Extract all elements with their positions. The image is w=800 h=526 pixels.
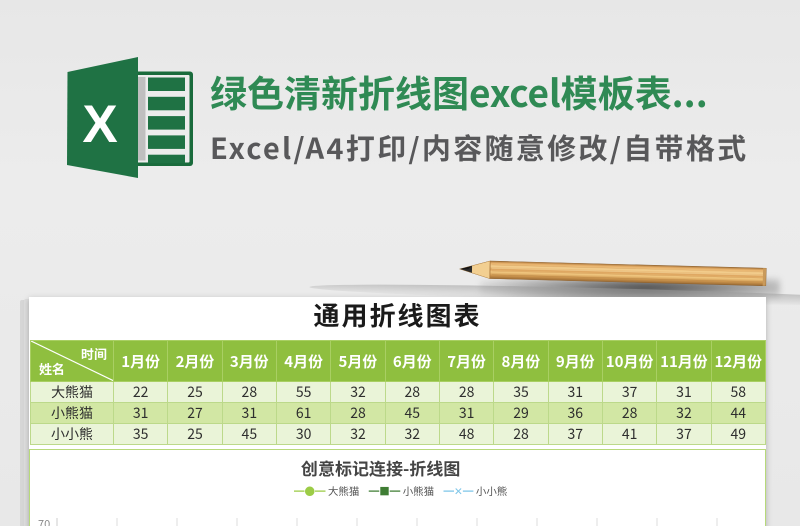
- svg-text:X: X: [82, 95, 117, 154]
